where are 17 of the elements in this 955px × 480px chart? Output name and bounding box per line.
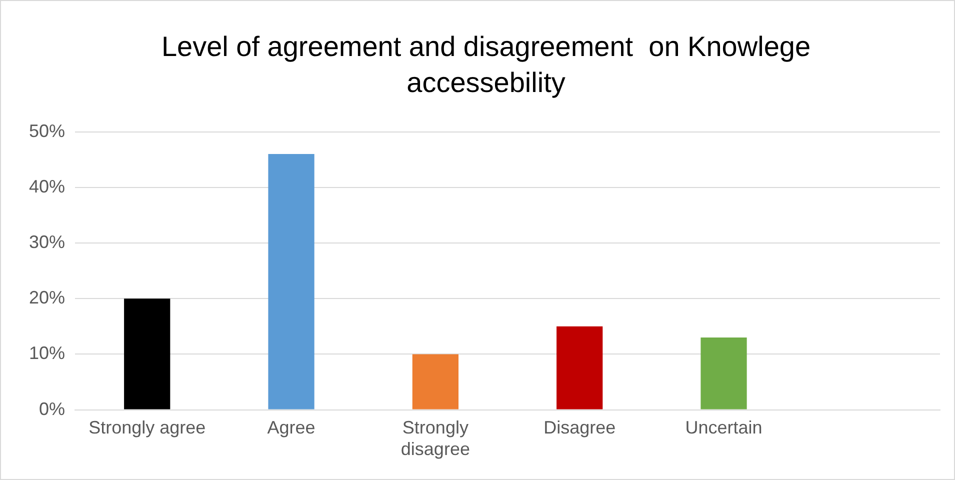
y-tick-label: 0% xyxy=(39,398,66,419)
bar xyxy=(700,338,747,410)
bar xyxy=(556,326,603,410)
bar xyxy=(268,154,314,410)
x-tick-label: Strongly disagree xyxy=(400,418,470,460)
bar xyxy=(124,298,170,410)
y-tick-label: 50% xyxy=(28,120,66,141)
y-tick-label: 20% xyxy=(28,288,66,308)
y-tick-label: 30% xyxy=(28,232,66,252)
x-tick-label: Disagree xyxy=(544,418,616,438)
y-tick-label: 10% xyxy=(28,343,66,364)
y-tick-label: 40% xyxy=(28,176,66,196)
chart-title: Level of agreement and disagreement on Knowlege accessebility xyxy=(160,30,812,100)
x-tick-label: Agree xyxy=(267,418,316,438)
x-tick-label: Uncertain xyxy=(685,418,762,438)
x-tick-label: Strongly agree xyxy=(88,418,206,438)
bar xyxy=(412,354,458,410)
